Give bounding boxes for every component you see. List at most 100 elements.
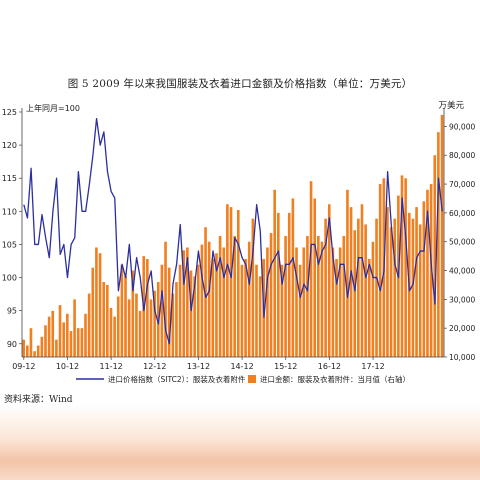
x-tick-label: 12-12 [143,362,166,371]
bar-mark [386,207,389,357]
bar-mark [131,270,135,357]
x-tick-label: 17-12 [361,362,384,371]
x-tick-label: 10-12 [56,362,79,371]
bar-mark [189,270,193,357]
figure-title: 图 5 2009 年以来我国服装及衣着进口金额及价格指数（单位：万美元） [67,78,413,90]
bar-mark [120,264,124,357]
bar-mark [73,299,76,357]
bar-mark [309,181,313,357]
bar-mark [346,189,349,357]
bar-mark [317,235,320,357]
left-tick-label: 120 [2,141,17,150]
bar-mark [95,247,98,357]
bar-mark [196,264,200,357]
bar-mark [411,218,415,357]
x-tick-label: 16-12 [318,362,341,371]
right-tick-label: 10,000 [449,353,475,362]
bar-mark [415,207,418,357]
bar-mark [127,299,131,357]
bar-mark [437,132,440,357]
bar-mark [66,313,69,357]
bar-mark [222,247,226,357]
bar-mark [215,253,218,357]
bar-mark [353,230,357,357]
bar-mark [357,218,360,357]
left-tick-label: 100 [2,274,17,283]
bar-mark [313,198,316,357]
bar-mark [298,264,302,357]
bar-mark [247,241,251,357]
bar-mark [393,218,397,357]
bar-mark [226,204,229,357]
right-tick-label: 60,000 [449,209,475,218]
bar-mark [76,328,80,357]
bar-mark [40,336,44,357]
bar-mark [331,247,335,357]
legend-label-price-index: 进口价格指数（SITC2）：服装及衣着附件 [108,374,246,384]
bar-mark [269,233,273,357]
bar-mark [266,247,269,357]
bar-mark [200,244,204,357]
bar-mark [335,259,338,357]
bar-mark [287,212,291,357]
bar-mark [375,218,378,357]
bar-mark [255,264,258,357]
source-note: 资料来源：Wind [4,395,73,405]
bar-mark [109,308,113,357]
x-tick-label: 14-12 [230,362,253,371]
bar-mark [44,325,47,357]
right-tick-label: 50,000 [449,238,475,247]
bar-mark [302,247,306,357]
left-tick-label: 125 [2,108,17,117]
x-tick-label: 09-12 [12,362,35,371]
bar-mark [36,345,40,357]
left-tick-label: 110 [2,207,17,216]
left-tick-label: 105 [2,240,17,249]
bar-mark [400,175,404,357]
bar-mark [22,339,25,357]
left-tick-label: 95 [7,307,17,316]
bar-mark [62,322,65,357]
bar-mark [91,267,95,357]
bar-mark [389,227,393,357]
right-axis-label: 万美元 [438,100,464,111]
bar-mark [149,299,153,357]
bar-mark [429,184,433,357]
x-tick-label: 13-12 [187,362,210,371]
legend-label-import-amount: 进口金额：服装及衣着附件：当月值（右轴） [260,374,410,384]
legend-bar-swatch [248,375,256,383]
bar-mark [218,235,222,357]
bar-mark [433,155,437,357]
chart: 90 95 100 105 110 115 120 125 10,000 20,000 30,000… [2,100,476,384]
bar-mark [240,264,244,357]
bar-mark [277,212,280,357]
bar-mark [25,345,29,357]
bar-mark [186,247,189,357]
left-tick-label: 90 [7,340,17,349]
bar-mark [135,293,138,357]
bar-mark [342,235,346,357]
bar-mark [284,235,287,357]
right-tick-label: 70,000 [449,180,475,189]
bar-mark [291,198,295,357]
bar-mark [273,189,276,357]
bar-mark [371,241,375,357]
bar-mark [360,204,364,357]
left-tick-label: 115 [2,174,17,183]
right-tick-label: 20,000 [449,324,475,333]
bar-mark [146,259,149,357]
bar-mark [258,276,262,357]
bar-mark [182,250,186,357]
right-tick-label: 90,000 [449,122,475,131]
bar-mark [80,328,84,357]
bar-mark [84,313,87,357]
bar-mark [426,189,429,357]
bar-mark [87,293,91,357]
price-index-line [23,117,443,345]
bar-mark [164,241,167,357]
bar-mark [55,339,58,357]
bar-mark [211,259,215,357]
bottom-background-band [0,404,480,480]
left-axis-label: 上年同月=100 [26,103,80,113]
bar-mark [295,247,298,357]
